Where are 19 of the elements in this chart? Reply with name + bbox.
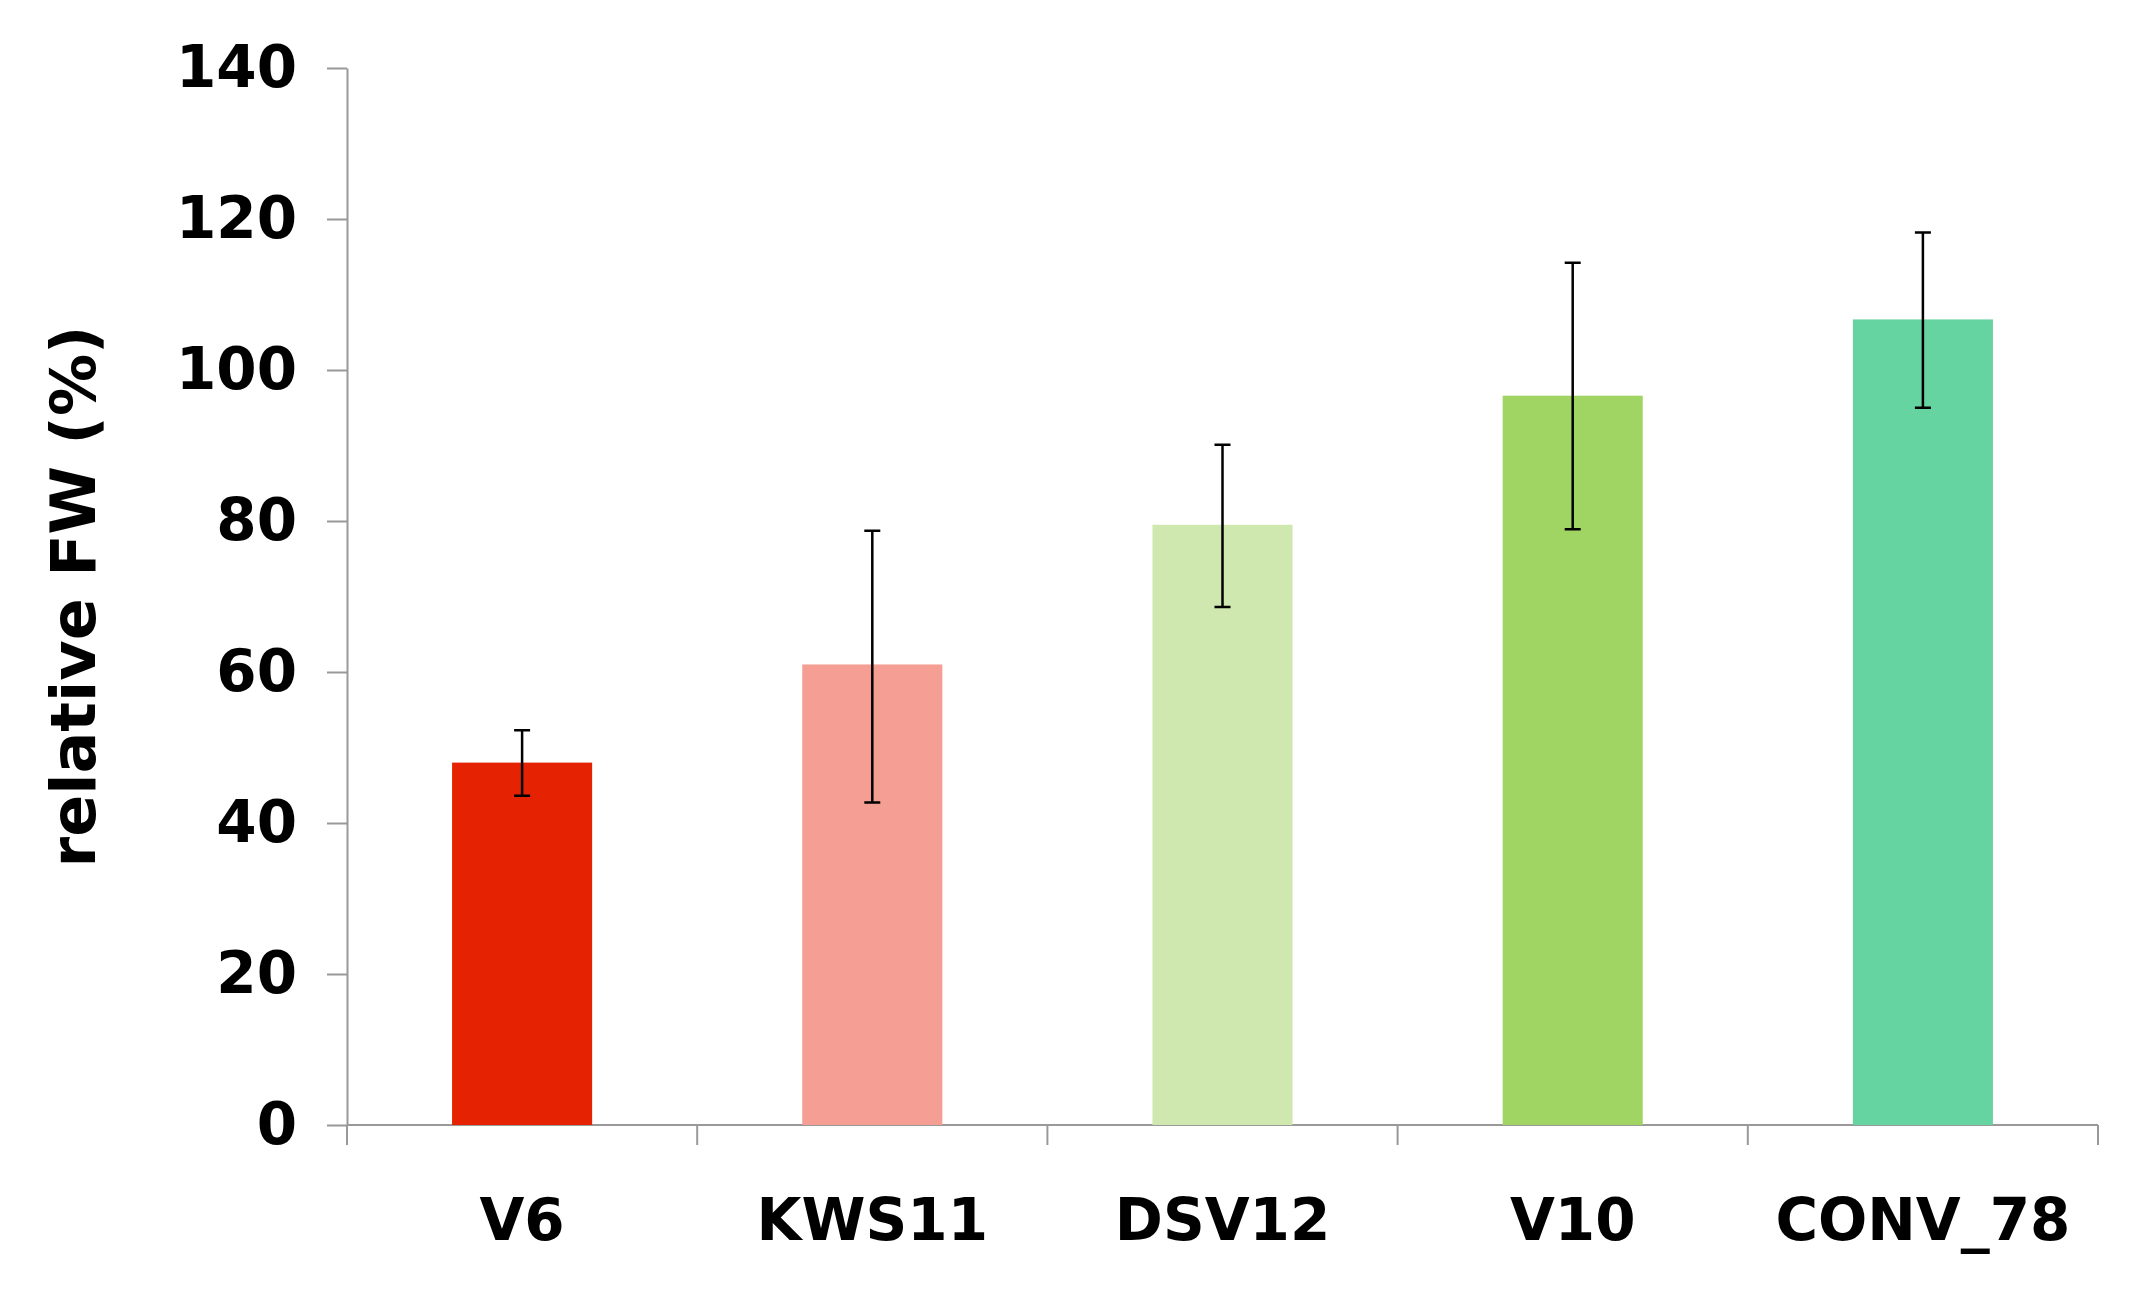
bar (1152, 524, 1293, 1125)
y-tick-label: 80 (216, 486, 297, 555)
bar (452, 762, 593, 1125)
y-tick-label: 100 (175, 335, 297, 404)
x-tick-label: V6 (479, 1186, 565, 1254)
x-tick-label: V10 (1509, 1186, 1636, 1254)
y-tick-label: 20 (216, 939, 297, 1008)
y-tick-label: 40 (216, 788, 297, 857)
x-tick-label: KWS11 (756, 1186, 988, 1254)
y-axis-title: relative FW (%) (37, 325, 110, 868)
x-tick-label: DSV12 (1114, 1186, 1331, 1254)
y-tick-label: 0 (256, 1090, 297, 1159)
bar (1502, 395, 1643, 1125)
y-tick-label: 120 (175, 184, 297, 253)
y-tick-label: 60 (216, 637, 297, 706)
y-tick-label: 140 (175, 33, 297, 102)
x-tick-label: CONV_78 (1775, 1186, 2071, 1254)
bar (802, 664, 943, 1125)
bar (1852, 319, 1993, 1125)
